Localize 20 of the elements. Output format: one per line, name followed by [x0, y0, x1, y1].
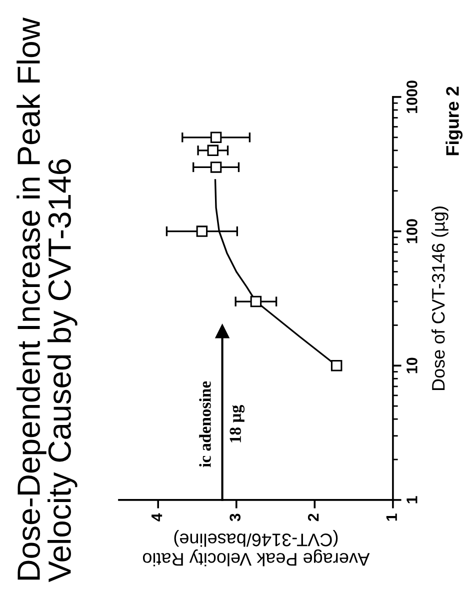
x-tick-label: 2: [308, 514, 319, 522]
annotation: ic adenosine 18 µg: [199, 381, 245, 468]
point: [196, 226, 208, 237]
x-tick-label: 4: [152, 513, 162, 522]
y-axis-title: Dose of CVT-3146 (µg): [431, 206, 448, 390]
x-tick-label: 3: [230, 514, 241, 522]
y-tick-label: 10: [406, 358, 418, 374]
point: [210, 162, 222, 173]
point: [250, 296, 262, 308]
y-tick-label: 1: [406, 496, 418, 504]
point: [330, 360, 342, 372]
y-tick-label: 1000: [406, 80, 418, 113]
text: Dose-Dependent Increase in Peak Flow Velocity Caused by CVT-3146: [16, 18, 78, 582]
point: [207, 144, 219, 156]
x-tick-label: 1: [386, 514, 397, 521]
caption: Figure 2: [446, 86, 463, 156]
point: [215, 324, 230, 338]
x-axis-title: Average Peak Velocity Ratio (CVT-3146/baseline): [142, 530, 370, 566]
y-tick-label: 100: [406, 219, 418, 244]
point: [210, 132, 222, 144]
